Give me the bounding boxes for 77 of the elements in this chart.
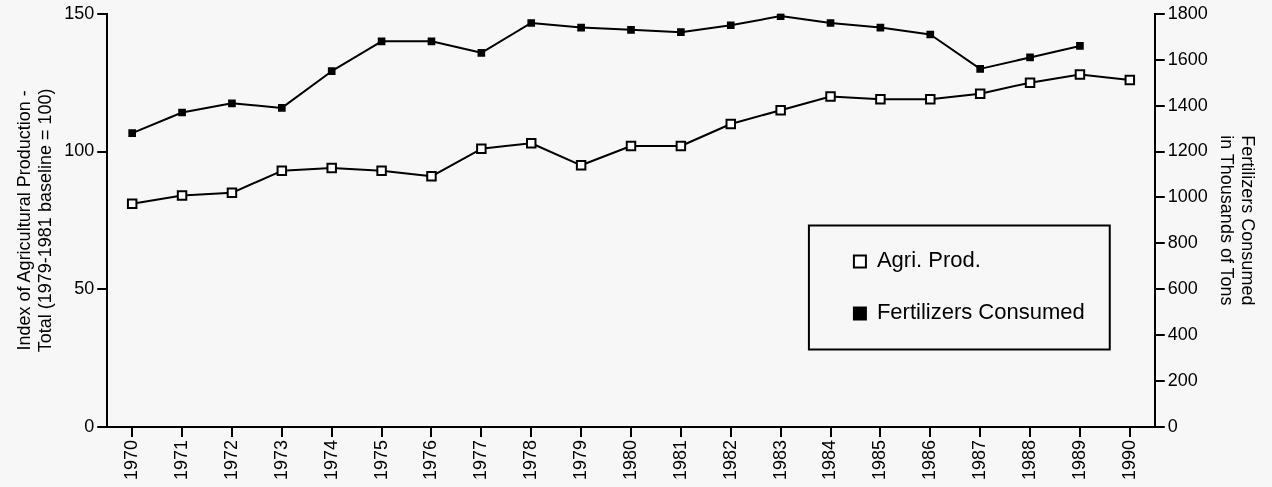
point: [976, 65, 984, 73]
point: [974, 88, 986, 99]
y2-tick-label: 800: [1167, 232, 1198, 253]
point: [376, 165, 387, 177]
point: [426, 171, 437, 182]
point: [825, 91, 836, 102]
point: [226, 187, 238, 199]
x-tick-label: 1986: [919, 439, 940, 480]
x-tick-label: 1989: [1068, 439, 1089, 480]
point: [776, 13, 785, 20]
legend-label: Fertilizers Consumed: [876, 299, 1085, 325]
y-tick-label: 100: [64, 140, 95, 161]
x-tick-label: 1973: [270, 439, 291, 480]
point: [775, 104, 786, 116]
point: [326, 162, 337, 174]
point: [675, 140, 687, 152]
y2-axis-title: Fertilizers Consumed in Thousands of Tons: [1216, 135, 1259, 306]
x-tick-label: 1987: [969, 439, 990, 480]
x-tick-label: 1976: [420, 439, 441, 480]
x-tick-label: 1983: [769, 439, 790, 480]
point: [126, 198, 138, 210]
x-tick-label: 1971: [171, 439, 192, 480]
point: [625, 140, 637, 152]
x-tick-label: 1972: [220, 439, 241, 480]
point: [525, 138, 537, 149]
x-tick-label: 1981: [669, 439, 690, 480]
x-tick-label: 1970: [121, 439, 142, 480]
y2-tick-label: 400: [1167, 324, 1198, 345]
point: [627, 26, 635, 34]
y-tick-label: 150: [64, 2, 95, 23]
y2-tick-label: 1000: [1167, 186, 1208, 207]
y2-tick-label: 200: [1167, 370, 1198, 391]
x-tick-label: 1990: [1118, 439, 1139, 480]
point: [277, 104, 286, 112]
point: [577, 23, 585, 32]
x-tick-label: 1984: [819, 439, 840, 480]
point: [1024, 77, 1036, 88]
point: [1124, 74, 1136, 86]
point: [327, 67, 336, 76]
x-tick-label: 1982: [719, 439, 740, 480]
y2-tick-label: 600: [1167, 278, 1198, 299]
y2-tick-label: 1800: [1167, 2, 1208, 23]
legend-label: Agri. Prod.: [876, 247, 981, 273]
x-tick-label: 1978: [520, 439, 541, 480]
point: [178, 108, 186, 117]
point: [725, 118, 736, 130]
y-tick-label: 50: [74, 278, 95, 299]
point: [176, 190, 188, 201]
point: [477, 48, 486, 57]
point: [575, 160, 587, 171]
x-tick-label: 1988: [1019, 439, 1040, 480]
x-tick-label: 1980: [619, 439, 640, 480]
x-tick-label: 1977: [470, 439, 491, 480]
y-tick-label: 0: [84, 415, 95, 436]
y2-tick-label: 1200: [1167, 140, 1208, 161]
y2-tick-label: 1400: [1167, 94, 1208, 115]
point: [875, 93, 886, 105]
x-tick-label: 1985: [869, 439, 890, 480]
point: [726, 21, 735, 30]
y-axis-title: Index of Agricultural Production - Total (1979-1981 baseline = 100): [13, 88, 56, 353]
x-tick-label: 1974: [320, 439, 341, 480]
x-tick-label: 1975: [370, 439, 391, 480]
point: [926, 30, 935, 39]
point: [1026, 53, 1034, 62]
point: [677, 28, 685, 36]
point: [826, 19, 835, 27]
point: [925, 93, 936, 105]
point: [1074, 69, 1086, 80]
y2-tick-label: 1600: [1167, 48, 1208, 69]
point: [228, 99, 236, 108]
x-tick-label: 1979: [570, 439, 591, 480]
point: [527, 19, 536, 27]
point: [276, 165, 288, 177]
y2-tick-label: 0: [1167, 415, 1178, 436]
point: [1076, 42, 1084, 50]
point: [128, 129, 136, 137]
point: [476, 143, 487, 155]
